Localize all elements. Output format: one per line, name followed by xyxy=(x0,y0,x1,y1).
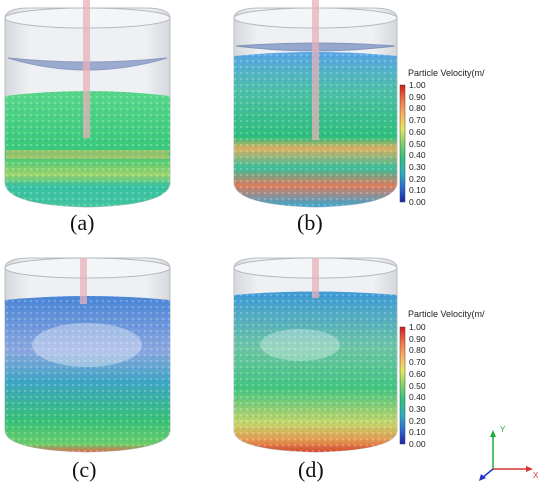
colorbar-bottom-tick-label: 0.50 xyxy=(409,380,426,391)
colorbar-top-tick-label: 0.30 xyxy=(409,161,426,172)
colorbar-top xyxy=(399,84,406,203)
colorbar-bottom-tick-label: 0.60 xyxy=(409,368,426,379)
vessel-b xyxy=(233,0,398,208)
colorbar-bottom-tick-label: 0.90 xyxy=(409,333,426,344)
panel-label-b: (b) xyxy=(297,210,323,235)
x-axis-label: X xyxy=(533,471,539,480)
colorbar-top-tick-label: 0.50 xyxy=(409,138,426,149)
vessel-d xyxy=(233,257,398,453)
panel-label-a: (a) xyxy=(70,210,95,235)
vessel-c xyxy=(4,257,171,453)
colorbar-top-tick-label: 0.80 xyxy=(409,103,426,114)
colorbar-bottom-tick-label: 0.70 xyxy=(409,357,426,368)
colorbar-bottom-tick-label: 0.40 xyxy=(409,392,426,403)
colorbar-bottom-tick-label: 0.80 xyxy=(409,345,426,356)
colorbar-top-tick-label: 1.00 xyxy=(409,80,426,90)
colorbar-bottom-tick-label: 1.00 xyxy=(409,322,426,332)
colorbar-bottom-title: Particle Velocity(m/ xyxy=(408,309,485,319)
colorbar-top-tick-label: 0.60 xyxy=(409,126,426,137)
colorbar-bottom-tick-label: 0.20 xyxy=(409,415,426,426)
colorbar-bottom-tick-label: 0.00 xyxy=(409,439,426,449)
panel-label-d: (d) xyxy=(298,457,324,482)
colorbar-bottom-tick-label: 0.10 xyxy=(409,427,426,438)
colorbar-top-tick-label: 0.00 xyxy=(409,197,426,207)
colorbar-top-tick-label: 0.20 xyxy=(409,173,426,184)
axis-triad xyxy=(479,430,533,481)
colorbar-top-tick-label: 0.10 xyxy=(409,185,426,196)
colorbar-top-tick-label: 0.70 xyxy=(409,115,426,126)
panel-label-c: (c) xyxy=(72,457,97,482)
colorbar-bottom xyxy=(399,326,406,445)
colorbar-top-tick-label: 0.90 xyxy=(409,91,426,102)
colorbar-bottom-tick-label: 0.30 xyxy=(409,403,426,414)
colorbar-top-tick-label: 0.40 xyxy=(409,150,426,161)
colorbar-top-title: Particle Velocity(m/ xyxy=(408,68,485,78)
vessel-a xyxy=(4,0,171,208)
y-axis-label: Y xyxy=(500,425,506,434)
